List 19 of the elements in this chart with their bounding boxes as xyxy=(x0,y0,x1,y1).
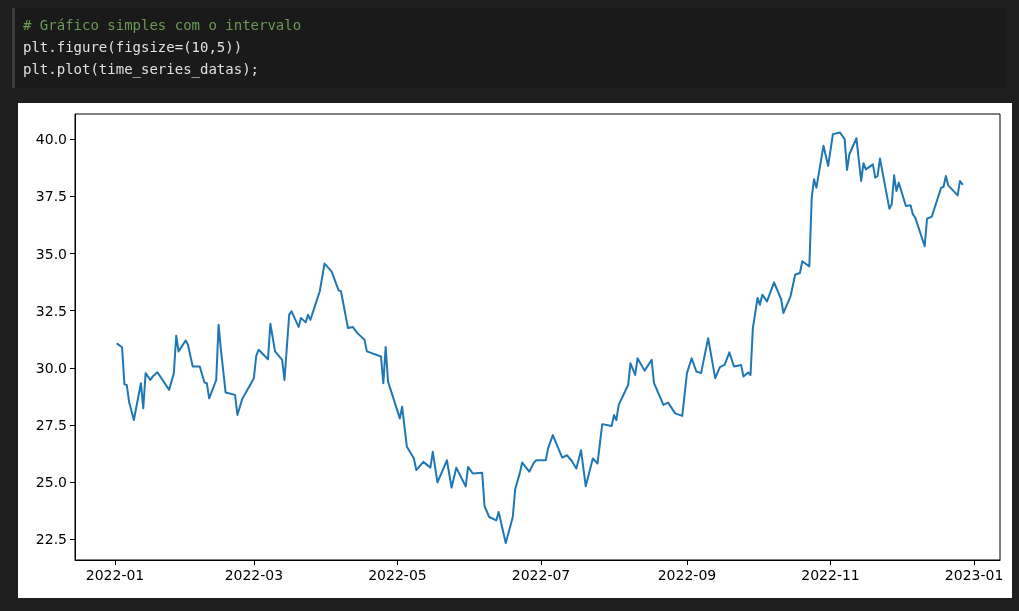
y-tick-label: 40.0 xyxy=(35,131,67,148)
x-tick-label: 2022-01 xyxy=(85,567,145,583)
text: # Gráfico simples com o intervalo xyxy=(23,16,303,35)
y-tick-label: 35.0 xyxy=(35,245,67,262)
x-tick-label: 2022-11 xyxy=(801,567,860,583)
y-tick-label: 30.0 xyxy=(35,359,67,376)
x-tick-label: 2022-07 xyxy=(511,567,571,583)
x-tick-label: 2022-03 xyxy=(224,567,284,583)
x-tick-label: 2023-01 xyxy=(944,567,1004,583)
y-tick-label: 25.0 xyxy=(35,474,67,491)
y-tick-label: 27.5 xyxy=(35,417,67,434)
y-tick-label: 32.5 xyxy=(35,302,67,319)
text: plt.figure(figsize=(10,5)) xyxy=(23,38,244,57)
y-tick-label: 22.5 xyxy=(35,531,67,548)
x-tick-label: 2022-05 xyxy=(368,567,427,583)
text: plt.plot(time_series_datas); xyxy=(23,60,260,80)
y-tick-label: 37.5 xyxy=(35,188,67,205)
line-series xyxy=(116,131,964,545)
x-tick-label: 2022-09 xyxy=(657,567,717,583)
